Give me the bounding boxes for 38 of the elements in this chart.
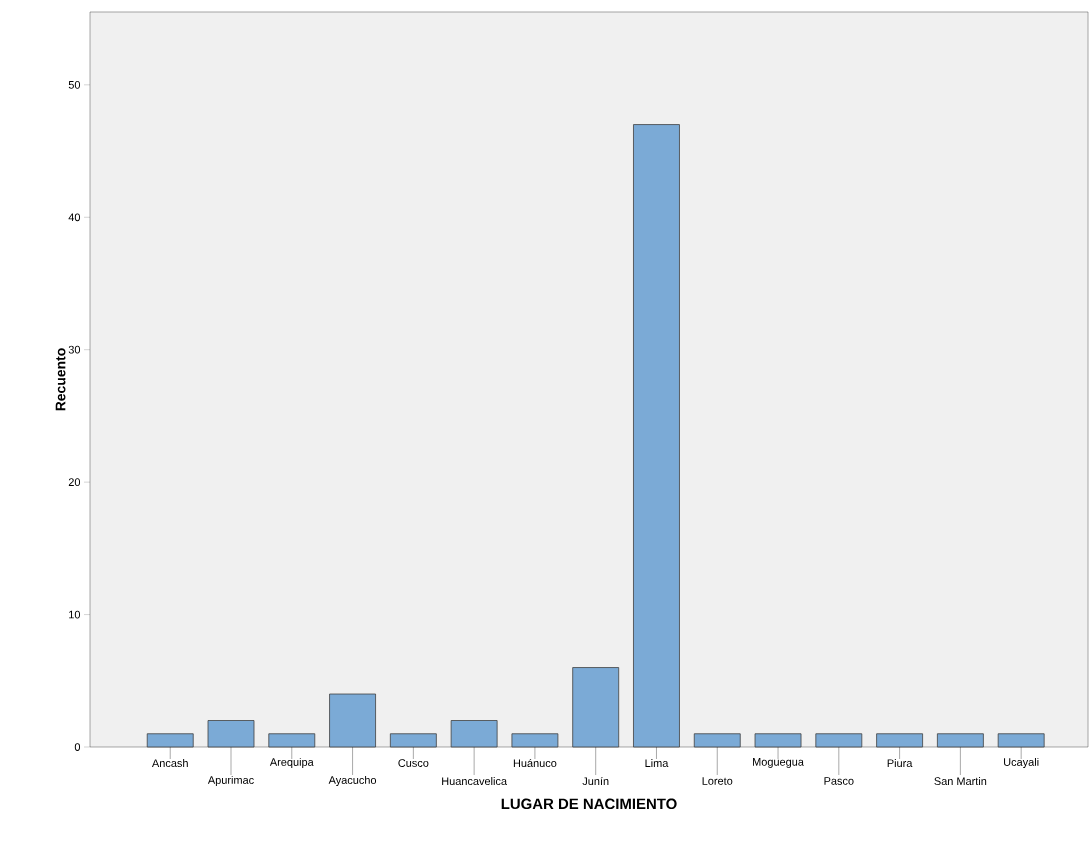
x-tick-label: Apurimac xyxy=(207,775,254,787)
x-tick-label: Ancash xyxy=(151,758,188,768)
bar xyxy=(754,733,802,748)
bar xyxy=(329,693,376,748)
bar xyxy=(997,733,1045,748)
x-tick-label: Cusco xyxy=(398,759,429,767)
x-tick-label: Lima xyxy=(645,758,669,768)
x-tick-label: Huánuco xyxy=(513,758,557,768)
x-tick-label: Pasco xyxy=(824,777,854,785)
x-tick-label: Moguegua xyxy=(753,758,804,768)
x-tick-label: Huancavelica xyxy=(442,776,508,786)
bar xyxy=(876,733,923,748)
bar xyxy=(936,733,984,748)
bar xyxy=(511,733,559,748)
bar xyxy=(268,733,316,748)
y-tick-label: 10 xyxy=(69,610,81,619)
x-tick-label: Junín xyxy=(582,776,609,786)
y-tick-label: 20 xyxy=(68,478,81,487)
bar xyxy=(450,720,498,748)
bar xyxy=(146,733,194,748)
bar xyxy=(693,733,741,748)
bar xyxy=(633,124,680,748)
y-tick-label: 40 xyxy=(68,213,81,222)
y-tick-label: 30 xyxy=(68,345,81,354)
y-tick-label: 0 xyxy=(74,743,81,751)
x-tick-label: Ucayali xyxy=(1004,757,1039,769)
x-tick-label: Ayacucho xyxy=(328,775,377,787)
y-tick-label: 50 xyxy=(68,80,81,89)
y-axis-title: Recuento xyxy=(55,348,66,411)
x-axis-title: LUGAR DE NACIMIENTO xyxy=(501,798,677,810)
bar xyxy=(389,733,437,748)
bar xyxy=(572,667,620,748)
x-tick-label: Piura xyxy=(887,758,913,768)
bar xyxy=(815,733,863,748)
bar xyxy=(207,720,255,748)
x-tick-label: San Martin xyxy=(934,776,987,786)
x-tick-label: Arequipa xyxy=(269,757,314,769)
x-tick-label: Loreto xyxy=(702,777,733,785)
